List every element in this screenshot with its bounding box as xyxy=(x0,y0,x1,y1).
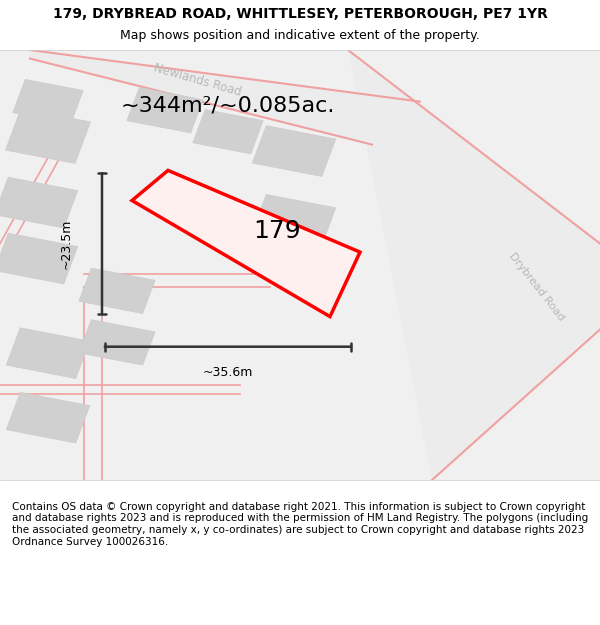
Text: 179: 179 xyxy=(254,219,301,243)
Polygon shape xyxy=(30,50,420,144)
Bar xyxy=(252,194,336,245)
Text: Contains OS data © Crown copyright and database right 2021. This information is : Contains OS data © Crown copyright and d… xyxy=(12,502,588,546)
Bar xyxy=(6,392,90,443)
Bar xyxy=(5,109,91,164)
Bar xyxy=(6,328,90,379)
Polygon shape xyxy=(348,50,600,480)
Bar xyxy=(127,88,203,133)
Bar xyxy=(0,233,78,284)
Bar xyxy=(0,177,78,228)
Bar xyxy=(13,79,83,124)
Bar xyxy=(193,109,263,154)
Bar xyxy=(252,126,336,176)
Bar xyxy=(79,319,155,365)
Text: ~23.5m: ~23.5m xyxy=(59,218,73,269)
Text: Drybread Road: Drybread Road xyxy=(508,251,566,322)
Text: Newlands Road: Newlands Road xyxy=(152,61,244,99)
Text: ~35.6m: ~35.6m xyxy=(203,366,253,379)
Text: 179, DRYBREAD ROAD, WHITTLESEY, PETERBOROUGH, PE7 1YR: 179, DRYBREAD ROAD, WHITTLESEY, PETERBOR… xyxy=(53,7,547,21)
Text: ~344m²/~0.085ac.: ~344m²/~0.085ac. xyxy=(121,96,335,116)
Polygon shape xyxy=(132,171,360,317)
Bar xyxy=(79,268,155,314)
Text: Map shows position and indicative extent of the property.: Map shows position and indicative extent… xyxy=(120,29,480,42)
